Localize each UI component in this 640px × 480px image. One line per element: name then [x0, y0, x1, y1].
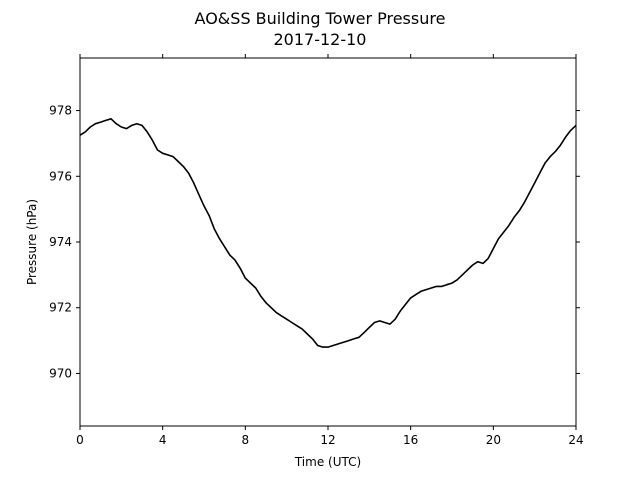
plot-frame [79, 57, 577, 427]
chart-title: AO&SS Building Tower Pressure [195, 9, 446, 28]
y-tick-label: 976 [49, 169, 72, 183]
pressure-series-line [79, 118, 577, 348]
x-tick-label: 20 [486, 433, 501, 447]
y-axis-ticks: 970 972 974 976 978 [49, 104, 580, 380]
chart-subtitle: 2017-12-10 [274, 30, 367, 49]
x-tick-label: 12 [320, 433, 335, 447]
y-tick-label: 970 [49, 366, 72, 380]
x-tick-label: 8 [242, 433, 250, 447]
x-axis-label: Time (UTC) [294, 455, 361, 469]
x-tick-label: 24 [568, 433, 583, 447]
x-tick-label: 0 [76, 433, 84, 447]
plot-area: 0 4 8 12 16 20 24 970 972 974 976 978 [49, 54, 584, 447]
x-axis-ticks: 0 4 8 12 16 20 24 [76, 54, 584, 447]
y-tick-label: 974 [49, 235, 72, 249]
x-tick-label: 4 [159, 433, 167, 447]
y-axis-label: Pressure (hPa) [25, 199, 39, 285]
x-tick-label: 16 [403, 433, 418, 447]
y-tick-label: 978 [49, 104, 72, 118]
y-tick-label: 972 [49, 301, 72, 315]
